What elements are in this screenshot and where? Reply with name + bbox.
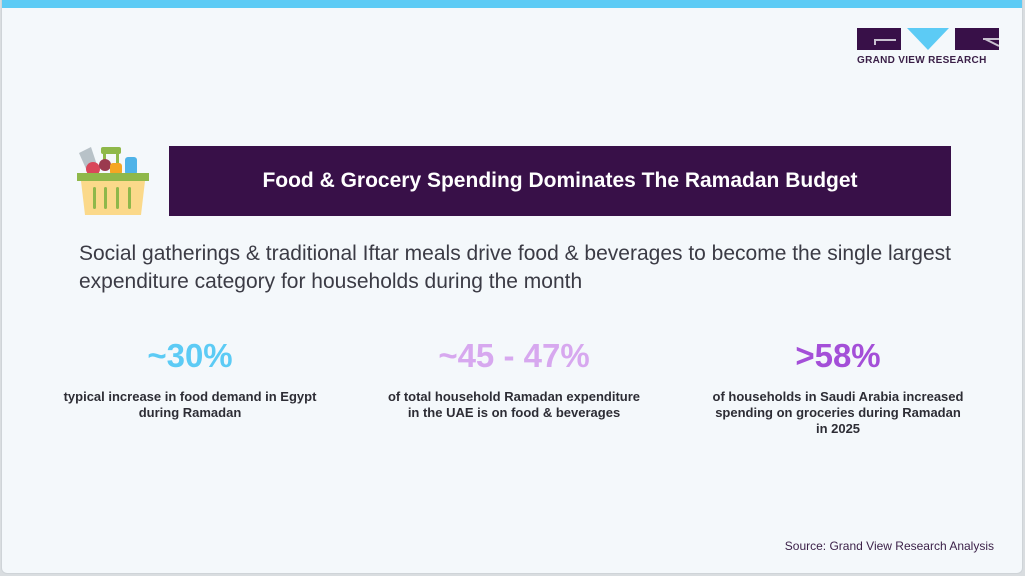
subtitle: Social gatherings & traditional Iftar me…: [79, 242, 951, 293]
stat-egypt: ~30% typical increase in food demand in …: [60, 338, 320, 421]
stat-description: typical increase in food demand in Egypt…: [63, 389, 317, 420]
stat-description: of total household Ramadan expenditure i…: [387, 389, 641, 420]
stat-value: ~30%: [147, 337, 233, 374]
top-accent-bar: [2, 0, 1022, 8]
brand-name: GRAND VIEW RESEARCH: [857, 55, 987, 66]
grocery-basket-icon: [77, 145, 152, 222]
banner-title: Food & Grocery Spending Dominates The Ra…: [262, 169, 858, 192]
stat-description: of households in Saudi Arabia increased …: [712, 389, 964, 436]
stat-uae: ~45 - 47% of total household Ramadan exp…: [384, 338, 644, 421]
gvr-logo-icon: [857, 28, 999, 50]
stat-value: ~45 - 47%: [438, 337, 590, 374]
source-note: Source: Grand View Research Analysis: [784, 539, 994, 553]
stat-saudi: >58% of households in Saudi Arabia incre…: [708, 338, 968, 437]
title-banner: Food & Grocery Spending Dominates The Ra…: [169, 146, 951, 216]
brand-logo: GRAND VIEW RESEARCH: [857, 28, 999, 66]
stat-value: >58%: [795, 337, 881, 374]
